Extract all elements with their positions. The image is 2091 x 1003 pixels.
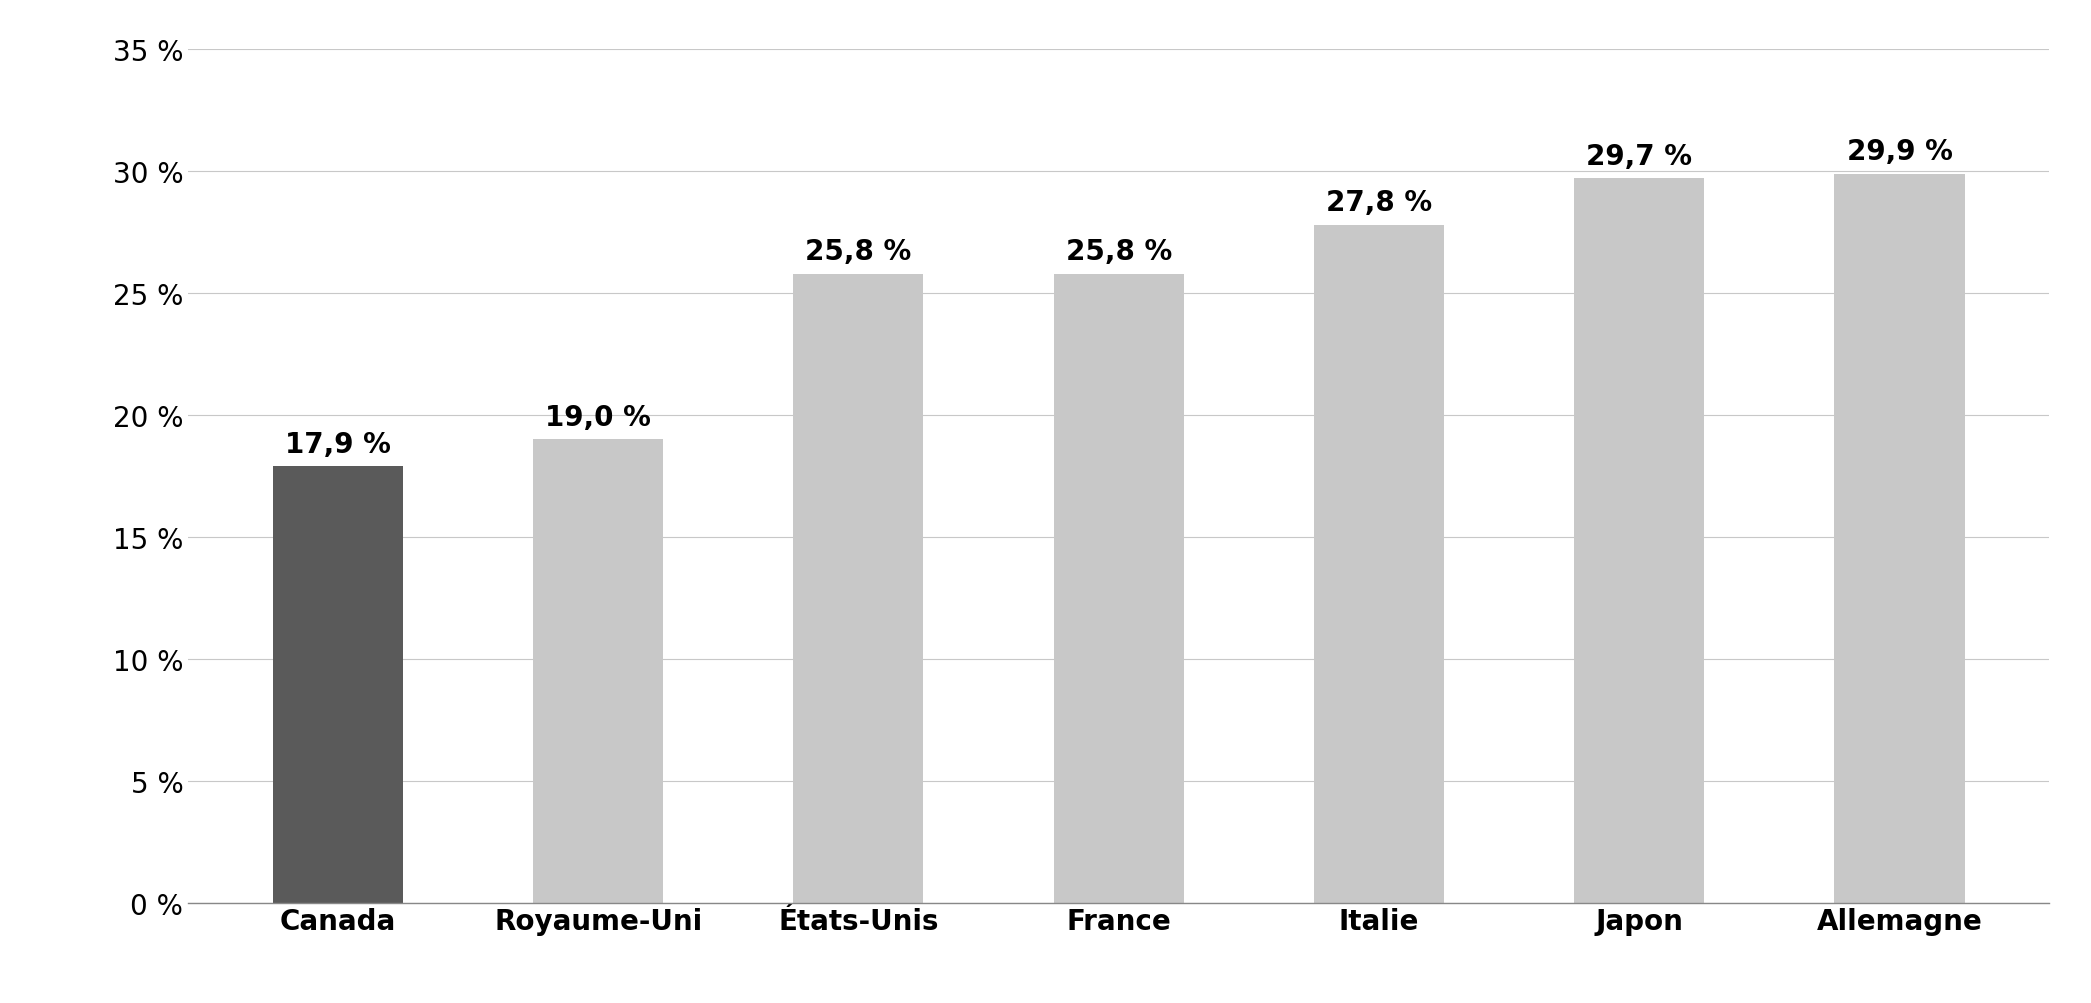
Text: 19,0 %: 19,0 % bbox=[546, 403, 650, 431]
Text: 27,8 %: 27,8 % bbox=[1326, 189, 1432, 217]
Bar bbox=[1834, 175, 1966, 903]
Bar bbox=[792, 274, 924, 903]
Text: 29,9 %: 29,9 % bbox=[1846, 137, 1953, 165]
Bar bbox=[272, 466, 404, 903]
Text: 25,8 %: 25,8 % bbox=[805, 238, 912, 266]
Text: 17,9 %: 17,9 % bbox=[284, 430, 391, 458]
Bar bbox=[533, 440, 663, 903]
Text: 25,8 %: 25,8 % bbox=[1066, 238, 1171, 266]
Bar bbox=[1054, 274, 1184, 903]
Bar bbox=[1575, 180, 1704, 903]
Bar bbox=[1313, 226, 1445, 903]
Text: 29,7 %: 29,7 % bbox=[1587, 142, 1692, 171]
